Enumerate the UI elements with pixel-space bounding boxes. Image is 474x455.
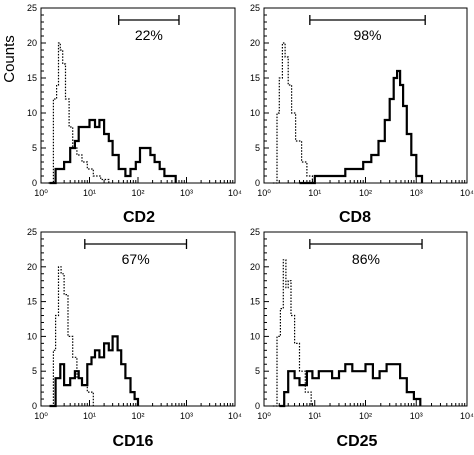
y-tick-label: 0 <box>32 401 37 411</box>
marker-title: CD2 <box>123 209 155 226</box>
gate-percentage: 22% <box>135 27 163 43</box>
panel-cd16: 0 5 10 15 20 25 10⁰ 10¹ 10² 10³ 10⁴ 67% CD16 <box>27 227 242 450</box>
x-tick-label: 10⁴ <box>460 188 474 198</box>
y-tick-label: 15 <box>27 297 37 307</box>
marker-stain-histogram <box>299 69 424 185</box>
x-tick-label: 10¹ <box>308 411 321 421</box>
x-tick-label: 10² <box>359 188 372 198</box>
panel-cd25: 0 5 10 15 20 25 10⁰ 10¹ 10² 10³ 10⁴ 86% CD25 <box>250 227 474 450</box>
x-tick-label: 10⁴ <box>228 411 242 421</box>
x-tick-label: 10⁰ <box>34 188 48 198</box>
x-tick-label: 10¹ <box>83 188 96 198</box>
y-axis-label: Counts <box>1 35 18 83</box>
y-tick-label: 15 <box>250 73 260 83</box>
isotype-control-histogram <box>272 259 312 407</box>
x-tick-label: 10⁰ <box>257 188 271 198</box>
y-tick-label: 20 <box>27 262 37 272</box>
marker-title: CD25 <box>337 433 378 450</box>
x-tick-label: 10¹ <box>83 411 96 421</box>
y-tick-label: 20 <box>250 38 260 48</box>
x-tick-label: 10⁰ <box>257 411 271 421</box>
gate-percentage: 98% <box>353 27 381 43</box>
x-tick-label: 10⁰ <box>34 411 48 421</box>
isotype-control-histogram <box>48 42 110 184</box>
y-tick-label: 25 <box>27 3 37 13</box>
x-tick-label: 10² <box>359 411 372 421</box>
x-tick-label: 10⁴ <box>228 188 242 198</box>
y-tick-label: 5 <box>32 366 37 376</box>
y-tick-label: 20 <box>27 38 37 48</box>
marker-stain-histogram <box>49 335 140 408</box>
y-tick-label: 10 <box>27 108 37 118</box>
x-tick-label: 10³ <box>410 411 423 421</box>
x-tick-label: 10⁴ <box>460 411 474 421</box>
y-tick-label: 5 <box>255 143 260 153</box>
y-tick-label: 10 <box>250 331 260 341</box>
y-tick-label: 10 <box>27 331 37 341</box>
marker-title: CD8 <box>339 209 371 226</box>
x-tick-label: 10³ <box>180 411 193 421</box>
y-tick-label: 5 <box>255 366 260 376</box>
gate-percentage: 86% <box>352 251 380 267</box>
marker-stain-histogram <box>279 363 422 408</box>
x-tick-label: 10³ <box>180 188 193 198</box>
y-tick-label: 10 <box>250 108 260 118</box>
y-tick-label: 0 <box>255 401 260 411</box>
y-tick-label: 15 <box>250 297 260 307</box>
panel-cd2: 0 5 10 15 20 25 10⁰ 10¹ 10² 10³ 10⁴ 22% CD2 <box>27 3 242 226</box>
y-tick-label: 0 <box>32 178 37 188</box>
y-tick-label: 0 <box>255 178 260 188</box>
x-tick-label: 10¹ <box>308 188 321 198</box>
y-tick-label: 15 <box>27 73 37 83</box>
y-tick-label: 25 <box>27 227 37 237</box>
x-tick-label: 10² <box>131 411 144 421</box>
x-tick-label: 10³ <box>410 188 423 198</box>
y-tick-label: 5 <box>32 143 37 153</box>
x-tick-label: 10² <box>131 188 144 198</box>
gate-percentage: 67% <box>122 251 150 267</box>
marker-stain-histogram <box>49 118 177 185</box>
y-tick-label: 25 <box>250 227 260 237</box>
y-tick-label: 20 <box>250 262 260 272</box>
marker-title: CD16 <box>113 433 154 450</box>
y-tick-label: 25 <box>250 3 260 13</box>
panel-cd8: 0 5 10 15 20 25 10⁰ 10¹ 10² 10³ 10⁴ 98% CD8 <box>250 3 474 226</box>
isotype-control-histogram <box>272 42 313 184</box>
